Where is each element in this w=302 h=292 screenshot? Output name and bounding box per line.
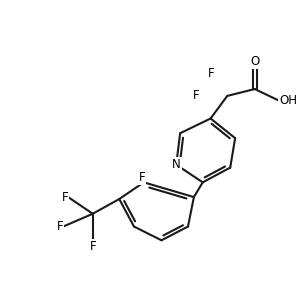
Text: F: F [62,191,68,204]
Text: O: O [250,55,259,68]
Text: OH: OH [279,94,297,107]
Text: F: F [89,240,96,253]
Text: F: F [208,67,215,80]
Text: N: N [172,158,181,171]
Text: F: F [193,89,200,102]
Text: F: F [139,171,145,184]
Text: F: F [57,220,63,233]
